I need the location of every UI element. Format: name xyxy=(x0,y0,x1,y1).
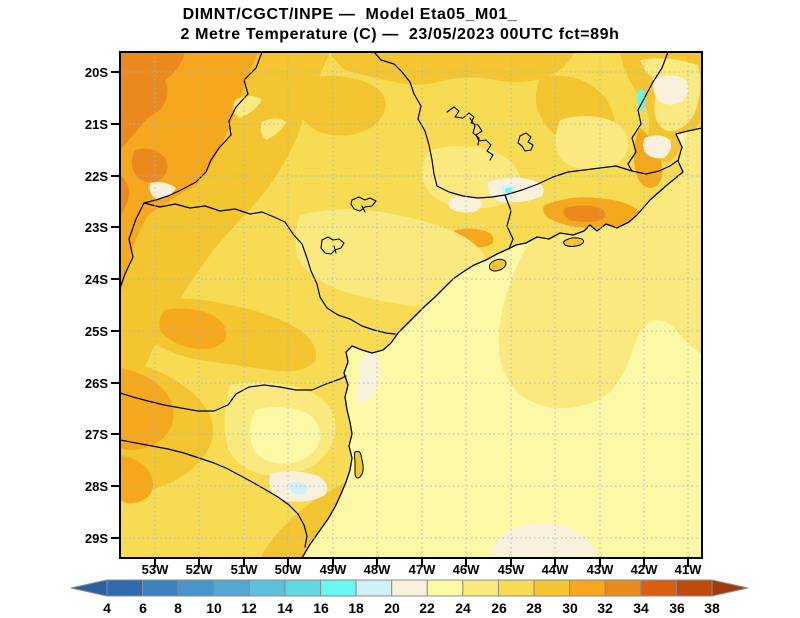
grid-lines xyxy=(120,52,702,558)
colorbar-tick-label: 36 xyxy=(669,600,685,616)
colorbar-segment xyxy=(462,579,499,597)
colorbar-segment xyxy=(533,579,571,597)
colorbar-tick-label: 34 xyxy=(633,600,649,616)
lon-tick-label: 43W xyxy=(586,562,614,577)
lon-tick-label: 45W xyxy=(497,562,525,577)
colorbar-tick-label: 16 xyxy=(313,600,329,616)
lat-tick-label: 25S xyxy=(84,324,108,339)
lon-tick-label: 47W xyxy=(408,562,436,577)
lon-tick-label: 41W xyxy=(674,562,702,577)
colorbar-tick-label: 28 xyxy=(526,600,542,616)
lat-tick-label: 23S xyxy=(84,220,108,235)
colorbar-arrow-right xyxy=(711,579,749,597)
colorbar-segment xyxy=(604,579,642,597)
figure-title-line1: DIMNT/CGCT/INPE — Model Eta05_M01_ xyxy=(182,6,518,23)
colorbar-tick-label: 30 xyxy=(562,600,578,616)
colorbar-segment xyxy=(284,579,322,597)
colorbar-tick-label: 24 xyxy=(455,600,471,616)
colorbar-segment xyxy=(426,579,464,597)
colorbar-segment xyxy=(391,579,428,597)
colorbar-segment xyxy=(355,579,393,597)
lon-tick-label: 53W xyxy=(141,562,169,577)
lat-tick-label: 24S xyxy=(84,272,108,287)
islands xyxy=(354,237,585,479)
lat-tick-label: 28S xyxy=(84,479,108,494)
colorbar-segment xyxy=(675,579,713,597)
colorbar-tick-label: 8 xyxy=(174,600,182,616)
cool-ocean-patch-south xyxy=(490,522,597,558)
lon-tick-label: 51W xyxy=(230,562,258,577)
colorbar-segment xyxy=(142,579,179,597)
lat-tick-label: 21S xyxy=(84,117,108,132)
colorbar-tick-label: 32 xyxy=(597,600,613,616)
lakes-layer xyxy=(320,106,534,255)
colorbar-segment xyxy=(320,579,357,597)
colorbar-tick-label: 20 xyxy=(384,600,400,616)
coastline xyxy=(301,127,702,558)
lon-tick-label: 50W xyxy=(274,562,302,577)
map-frame xyxy=(119,51,703,559)
colorbar-tick-label: 26 xyxy=(491,600,507,616)
lon-tick-label: 44W xyxy=(541,562,569,577)
map-plot-area xyxy=(120,52,702,558)
colorbar-segment xyxy=(106,579,144,597)
colorbar-segment xyxy=(248,579,286,597)
colorbar-segment xyxy=(213,579,250,597)
lon-tick-label: 42W xyxy=(630,562,658,577)
colorbar-arrow-left xyxy=(70,579,108,597)
colorbar-tick-label: 38 xyxy=(704,600,720,616)
lon-tick-label: 52W xyxy=(185,562,213,577)
lat-tick-label: 27S xyxy=(84,427,108,442)
colorbar-segment xyxy=(640,579,677,597)
lon-tick-label: 46W xyxy=(452,562,480,577)
state-borders xyxy=(120,52,678,548)
colorbar-tick-label: 14 xyxy=(277,600,293,616)
lat-tick-label: 20S xyxy=(84,65,108,80)
colorbar-tick-label: 4 xyxy=(103,600,111,616)
lat-tick-label: 29S xyxy=(84,531,108,546)
lat-tick-label: 22S xyxy=(84,169,108,184)
colorbar-segment xyxy=(497,579,535,597)
colorbar-tick-label: 10 xyxy=(206,600,222,616)
lon-tick-label: 49W xyxy=(319,562,347,577)
colorbar-tick-label: 12 xyxy=(241,600,257,616)
lon-tick-label: 48W xyxy=(363,562,391,577)
colorbar-segment xyxy=(569,579,606,597)
colorbar-tick-label: 22 xyxy=(419,600,435,616)
figure-title-line2: 2 Metre Temperature (C) — 23/05/2023 00U… xyxy=(180,26,620,43)
cool-ocean-strip-coast xyxy=(356,350,381,403)
axis-ticks xyxy=(111,71,689,567)
colorbar-tick-label: 6 xyxy=(139,600,147,616)
colorbar-segment xyxy=(177,579,215,597)
colorbar-tick-label: 18 xyxy=(348,600,364,616)
lat-tick-label: 26S xyxy=(84,376,108,391)
colorbar xyxy=(70,579,749,597)
